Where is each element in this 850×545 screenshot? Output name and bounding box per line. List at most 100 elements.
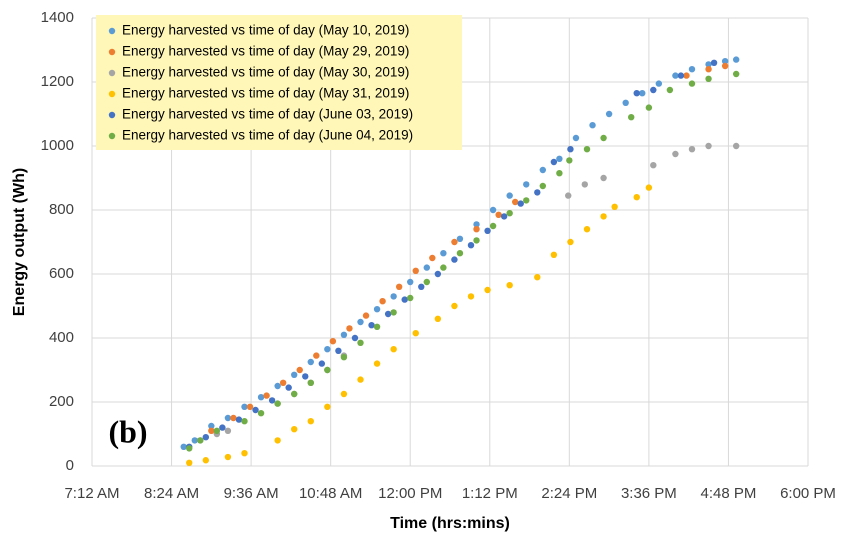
data-point [263,392,270,399]
data-point [335,347,342,354]
data-point [567,146,574,153]
legend-box [96,15,462,150]
x-tick-label: 3:36 PM [621,485,677,502]
data-point [307,418,314,425]
data-point [650,86,657,94]
legend-label: Energy harvested vs time of day (May 10,… [122,23,409,38]
data-point [224,453,232,461]
data-point [506,192,513,199]
data-point [418,283,425,290]
data-point [565,192,572,199]
data-point [650,162,657,169]
data-point [390,293,397,300]
data-point [506,210,513,217]
data-point [721,62,729,70]
data-point [202,457,210,464]
data-point [506,282,513,289]
data-point [489,222,497,230]
y-tick-label: 1400 [41,9,74,26]
data-point [688,80,696,87]
data-point [373,360,381,367]
data-point [285,384,292,391]
data-point [373,323,381,330]
data-point [666,86,674,94]
data-point [268,397,276,404]
data-point [197,437,204,444]
data-point [534,189,541,196]
legend-label: Energy harvested vs time of day (June 04… [122,128,413,143]
data-point [219,424,226,431]
data-point [451,256,458,263]
x-tick-label: 7:12 AM [64,485,119,502]
data-point [202,434,210,441]
data-point [600,134,607,142]
data-point [313,352,320,359]
data-point [628,114,635,121]
data-point [368,322,375,329]
x-tick-label: 6:00 PM [780,485,836,502]
data-point [401,296,408,303]
data-point [351,334,359,342]
data-point [302,373,309,380]
data-point [622,99,629,107]
data-point [473,226,480,233]
data-point [318,360,326,367]
data-point [688,66,696,73]
data-point [357,318,364,326]
legend-label: Energy harvested vs time of day (May 30,… [122,65,409,80]
y-axis-title: Energy output (Wh) [11,168,28,316]
data-point [379,298,386,305]
data-point [241,450,248,457]
data-point [721,58,729,65]
points [180,56,740,466]
data-point [677,72,685,79]
data-point [340,354,348,361]
data-point [279,379,287,386]
data-point [423,264,430,271]
data-point [451,238,458,246]
data-point [307,379,314,386]
data-point [655,80,663,87]
data-point [556,170,563,177]
data-point [257,410,265,417]
data-point [456,250,464,257]
data-point [611,203,618,210]
legend-label: Energy harvested vs time of day (May 29,… [122,44,409,59]
data-point [412,267,419,274]
data-point [440,250,447,257]
legend-marker [108,132,116,140]
data-point [473,237,480,244]
data-point [710,59,718,66]
data-point [191,437,198,444]
x-tick-label: 10:48 AM [299,485,362,502]
data-point [705,142,712,150]
data-point [429,254,436,262]
y-tick-label: 800 [49,201,74,218]
data-point [639,90,646,97]
y-tick-label: 0 [66,457,74,474]
data-point [572,134,580,142]
data-point [241,403,248,410]
data-point [291,371,298,378]
data-point [213,427,221,434]
data-point [672,150,679,158]
data-point [407,278,414,286]
data-point [224,427,232,434]
data-point [241,418,248,425]
data-point [274,382,281,390]
data-point [324,403,331,410]
data-point [451,302,458,310]
data-point [180,443,187,450]
data-point [600,213,607,220]
data-point [633,194,640,201]
data-point [523,181,530,188]
data-point [500,213,508,220]
data-point [230,414,237,422]
y-tick-label: 1000 [41,137,74,154]
data-point [566,157,573,164]
data-point [484,286,491,294]
data-point [362,312,370,319]
data-point [407,294,414,302]
data-point [633,90,640,97]
data-point [252,406,259,414]
